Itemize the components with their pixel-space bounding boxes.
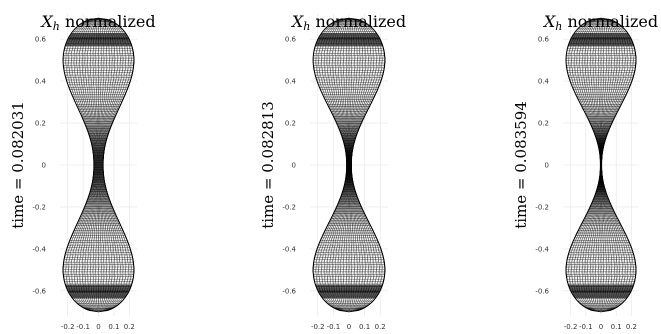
- y-axis-label: time = 0.083594: [512, 101, 530, 229]
- y-axis-label: time = 0.082813: [259, 101, 277, 229]
- y-axis-label: time = 0.082031: [9, 101, 27, 229]
- panel-2: Xh normalized time = 0.082813 0.6 0.4 0.2 0 -0…: [259, 12, 406, 331]
- mesh-outline: [312, 17, 386, 313]
- y-tick-label: -0.4: [32, 245, 46, 253]
- y-tick-label: 0: [42, 162, 46, 170]
- panel-1: Xh normalized time = 0.082031 0.6 0.4 0.2 0 -0…: [9, 12, 156, 331]
- y-tick-label: 0.2: [35, 120, 46, 128]
- y-tick-label: 0.6: [285, 36, 297, 44]
- mesh-outline: [565, 17, 637, 313]
- y-tick-label: -0.6: [535, 287, 549, 295]
- x-tick-label: 0.1: [108, 323, 119, 331]
- x-tick-label: -0.2: [564, 323, 578, 331]
- mesh-dense-band: [568, 284, 634, 298]
- x-tick-label: 0: [347, 323, 351, 331]
- mesh-surface: [565, 17, 637, 313]
- x-tick-label: -0.1: [327, 323, 341, 331]
- y-tick-label: 0.4: [285, 78, 297, 86]
- mesh-outline: [62, 17, 135, 313]
- panel-title: Xh normalized: [39, 12, 155, 33]
- y-tick-label: -0.6: [282, 287, 296, 295]
- mesh-dense-band: [315, 33, 383, 47]
- x-tick-label: 0.1: [611, 323, 622, 331]
- x-tick-label: -0.2: [61, 323, 75, 331]
- y-tick-label: 0.6: [538, 36, 550, 44]
- mesh-surface: [312, 17, 386, 313]
- x-tick-label: 0: [96, 323, 100, 331]
- y-tick-label: 0.4: [35, 78, 47, 86]
- y-tick-label: -0.2: [32, 203, 46, 211]
- x-tick-label: 0.2: [124, 323, 135, 331]
- mesh-dense-band: [568, 33, 634, 47]
- x-tick-label: -0.2: [311, 323, 325, 331]
- y-tick-label: -0.6: [32, 287, 46, 295]
- mesh-surface: [62, 17, 135, 313]
- x-tick-label: 0: [599, 323, 603, 331]
- y-tick-label: 0.2: [538, 120, 549, 128]
- y-tick-label: 0.4: [538, 78, 550, 86]
- y-tick-label: 0.6: [35, 36, 47, 44]
- y-tick-label: 0.2: [285, 120, 296, 128]
- x-tick-label: -0.1: [76, 323, 90, 331]
- x-tick-label: 0.2: [626, 323, 637, 331]
- y-tick-label: 0: [545, 162, 549, 170]
- x-tick-label: 0.2: [375, 323, 386, 331]
- y-tick-label: -0.2: [535, 203, 549, 211]
- y-tick-label: 0: [292, 162, 296, 170]
- x-tick-label: 0.1: [359, 323, 370, 331]
- mesh-dense-band: [65, 284, 132, 298]
- y-tick-label: -0.4: [282, 245, 296, 253]
- mesh-dense-band: [315, 284, 383, 298]
- x-tick-label: -0.1: [579, 323, 593, 331]
- y-tick-label: -0.2: [282, 203, 296, 211]
- y-tick-label: -0.4: [535, 245, 549, 253]
- mesh-dense-band: [65, 33, 132, 47]
- panel-title: Xh normalized: [290, 12, 406, 33]
